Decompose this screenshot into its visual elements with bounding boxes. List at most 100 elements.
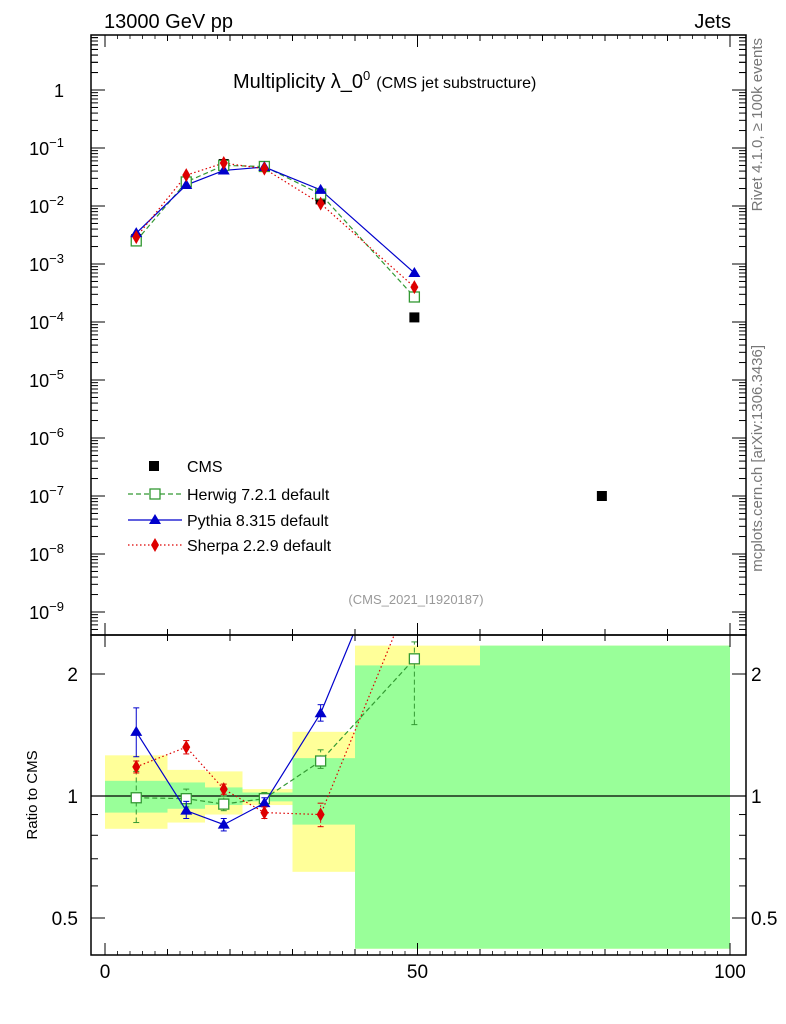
cms-point-5	[409, 312, 420, 323]
main-line-sherpa	[135, 162, 415, 288]
main-ytick-label-base-7: 10	[29, 487, 49, 507]
main-ytick-label-6: 10−6	[29, 425, 64, 449]
ratio-ytick-label-right-1: 1	[751, 787, 762, 808]
legend-entry-pythia: Pythia 8.315 default	[128, 513, 329, 530]
main-ytick-label-base-9: 10	[29, 603, 49, 623]
ratio-point-pythia-5	[408, 481, 420, 491]
main-ytick-label-1: 10−1	[29, 135, 64, 159]
main-point-sherpa-2	[219, 156, 228, 171]
svg-text:Multiplicity λ_00(CMS jet subs: Multiplicity λ_00 (CMS jet substructure)	[233, 68, 536, 93]
main-ytick-label-exp-6: −6	[49, 425, 64, 440]
legend-marker-herwig	[149, 488, 161, 500]
ratio-point-sherpa-0	[132, 759, 141, 774]
axis-ticks	[91, 35, 746, 955]
ratio-point-sherpa-4	[316, 807, 325, 822]
main-ytick-label-base-3: 10	[29, 255, 49, 275]
ratio-point-pythia-3	[258, 797, 271, 808]
ratio-point-herwig-5	[408, 653, 421, 665]
main-ytick-label-5: 10−5	[29, 367, 64, 391]
main-ytick-label-0: 1	[54, 81, 64, 101]
main-ytick-label-base-4: 10	[29, 313, 49, 333]
main-point-pythia-1	[180, 179, 193, 190]
main-point-sherpa-3	[260, 161, 269, 176]
ratio-point-pythia-0	[130, 725, 143, 736]
legend-entry-cms: CMS	[149, 459, 223, 476]
ratio-ytick-label-right-0: 0.5	[751, 909, 777, 930]
ratio-ytick-label-left-2: 2	[67, 665, 78, 686]
ratio-point-pythia-2	[217, 818, 230, 829]
main-ytick-label-base-8: 10	[29, 545, 49, 565]
main-ytick-label-exp-5: −5	[49, 367, 64, 382]
ratio-line-pythia	[135, 635, 354, 826]
main-point-sherpa-1	[182, 168, 191, 183]
main-ytick-label-base-2: 10	[29, 197, 49, 217]
x-tick-label-1: 50	[407, 962, 428, 983]
ratio-point-pythia-4	[314, 707, 327, 718]
legend-marker-pythia	[149, 514, 161, 524]
legend-label-sherpa: Sherpa 2.2.9 default	[187, 538, 332, 555]
ratio-bands	[105, 645, 730, 949]
main-ytick-label-exp-2: −2	[49, 193, 64, 208]
ratio-frame	[90, 634, 747, 956]
ratio-ytick-label-left-0: 0.5	[52, 909, 78, 930]
mcplots-label: mcplots.cern.ch [arXiv:1306.3436]	[749, 345, 766, 572]
main-ytick-label-exp-8: −8	[49, 541, 64, 556]
x-tick-label-0: 0	[100, 962, 111, 983]
x-tick-label-2: 100	[714, 962, 746, 983]
main-line-pythia	[135, 166, 415, 274]
legend: CMS Herwig 7.2.1 default Pythia 8.315 de…	[128, 459, 332, 555]
legend-entry-herwig: Herwig 7.2.1 default	[128, 487, 330, 504]
ratio-point-sherpa-5	[410, 579, 418, 593]
main-ytick-label-base-6: 10	[29, 429, 49, 449]
legend-marker-cms	[149, 461, 159, 471]
ratio-ytick-label-left-1: 1	[67, 787, 78, 808]
legend-label-pythia: Pythia 8.315 default	[187, 513, 329, 530]
ratio-line-sherpa	[136, 635, 395, 816]
main-ytick-label-2: 10−2	[29, 193, 64, 217]
main-point-sherpa-5	[410, 280, 419, 295]
legend-label-cms: CMS	[187, 459, 223, 476]
main-ytick-label-9: 10−9	[29, 599, 64, 623]
legend-label-herwig: Herwig 7.2.1 default	[187, 487, 330, 504]
cms-point-6	[596, 491, 607, 501]
main-ytick-label-exp-4: −4	[49, 309, 64, 324]
process-label: Jets	[694, 11, 731, 33]
main-point-sherpa-4	[316, 196, 325, 211]
main-y-tick-labels: 110−110−210−310−410−510−610−710−810−9	[29, 81, 64, 623]
main-ytick-label-base-5: 10	[29, 371, 49, 391]
ratio-point-sherpa-2	[219, 782, 228, 797]
ratio-point-herwig-2	[218, 798, 230, 810]
main-ytick-label-3: 10−3	[29, 251, 64, 275]
title-sup: 0	[363, 68, 370, 83]
chart-title: Multiplicity λ_00 (CMS jet substructure)	[233, 68, 536, 93]
main-ytick-label-exp-9: −9	[49, 599, 64, 614]
main-series-lines	[135, 162, 415, 298]
ratio-point-herwig-0	[130, 792, 142, 804]
energy-label: 13000 GeV pp	[104, 11, 233, 33]
ratio-point-sherpa-3	[260, 805, 269, 820]
ratio-ylabel: Ratio to CMS	[24, 750, 41, 839]
main-ytick-label-exp-1: −1	[49, 135, 64, 150]
main-ytick-label-exp-3: −3	[49, 251, 64, 266]
main-ytick-label-exp-7: −7	[49, 483, 64, 498]
band-inner-6	[480, 645, 730, 949]
data-markers	[130, 156, 607, 501]
ratio-ytick-label-right-2: 2	[751, 665, 762, 686]
title-main: Multiplicity λ_0	[233, 71, 363, 93]
main-point-sherpa-0	[132, 230, 141, 245]
main-ytick-label-base-1: 10	[29, 139, 49, 159]
rivet-label: Rivet 4.1.0, ≥ 100k events	[749, 38, 766, 211]
title-suffix: (CMS jet substructure)	[376, 75, 536, 92]
ratio-point-herwig-4	[314, 755, 327, 767]
main-ytick-label-base-0: 1	[54, 81, 64, 101]
legend-entry-sherpa: Sherpa 2.2.9 default	[128, 538, 332, 555]
main-ytick-label-7: 10−7	[29, 483, 64, 507]
band-inner-5	[355, 665, 480, 949]
main-point-pythia-4	[314, 183, 327, 194]
ratio-y-tick-labels: 0.5 0.5 1 1 2 2	[52, 665, 778, 930]
main-line-herwig	[135, 164, 415, 298]
main-ytick-label-8: 10−8	[29, 541, 64, 565]
ratio-point-pythia-1	[180, 804, 193, 815]
ratio-point-sherpa-1	[182, 740, 191, 755]
